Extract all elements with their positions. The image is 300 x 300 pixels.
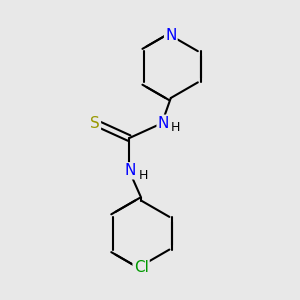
Text: N: N bbox=[158, 116, 169, 131]
Text: N: N bbox=[125, 163, 136, 178]
Text: H: H bbox=[171, 121, 180, 134]
Text: S: S bbox=[90, 116, 100, 131]
Text: Cl: Cl bbox=[134, 260, 148, 275]
Text: H: H bbox=[139, 169, 148, 182]
Text: N: N bbox=[165, 28, 176, 43]
